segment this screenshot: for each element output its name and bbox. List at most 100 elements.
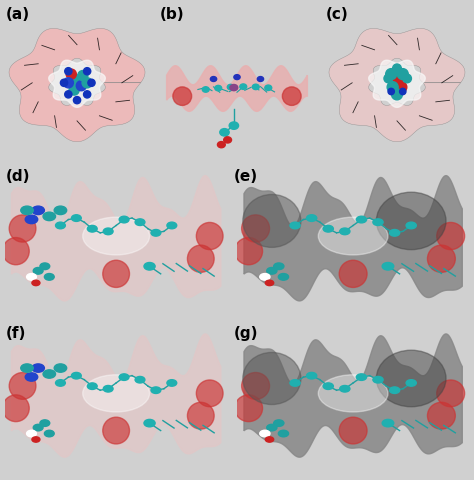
Circle shape: [392, 64, 401, 72]
Circle shape: [27, 430, 36, 437]
Ellipse shape: [187, 245, 214, 272]
Circle shape: [230, 84, 238, 91]
Text: (c): (c): [326, 7, 349, 22]
Ellipse shape: [428, 245, 456, 272]
Circle shape: [135, 376, 145, 383]
Circle shape: [83, 68, 91, 75]
Circle shape: [55, 222, 65, 229]
Polygon shape: [167, 66, 307, 111]
Circle shape: [32, 364, 45, 372]
Ellipse shape: [187, 402, 214, 429]
Circle shape: [267, 267, 277, 274]
Circle shape: [265, 85, 272, 91]
Ellipse shape: [437, 222, 465, 250]
Circle shape: [167, 380, 177, 386]
Ellipse shape: [173, 87, 191, 106]
Circle shape: [119, 374, 129, 381]
Circle shape: [78, 71, 88, 81]
Ellipse shape: [283, 87, 301, 106]
Circle shape: [167, 222, 177, 229]
Circle shape: [273, 263, 284, 270]
Text: (d): (d): [6, 169, 31, 184]
Circle shape: [257, 76, 264, 82]
Circle shape: [45, 430, 54, 437]
Circle shape: [260, 430, 270, 437]
Circle shape: [32, 280, 40, 286]
Circle shape: [65, 68, 72, 75]
Circle shape: [215, 85, 222, 91]
Ellipse shape: [103, 260, 129, 288]
Circle shape: [151, 229, 161, 236]
Polygon shape: [49, 60, 105, 108]
Circle shape: [87, 226, 97, 232]
Circle shape: [373, 219, 383, 226]
Ellipse shape: [196, 380, 223, 407]
Ellipse shape: [437, 380, 465, 407]
Ellipse shape: [9, 215, 36, 242]
Circle shape: [387, 82, 398, 93]
Circle shape: [278, 430, 289, 437]
Circle shape: [218, 142, 225, 148]
Circle shape: [382, 263, 394, 270]
Polygon shape: [244, 334, 462, 457]
Polygon shape: [11, 176, 221, 301]
Circle shape: [390, 387, 400, 394]
Circle shape: [76, 81, 86, 91]
Circle shape: [33, 267, 43, 274]
Circle shape: [43, 212, 55, 221]
Circle shape: [234, 74, 240, 80]
Circle shape: [82, 78, 92, 88]
Circle shape: [229, 122, 238, 129]
Circle shape: [32, 437, 40, 442]
PathPatch shape: [9, 28, 145, 142]
Ellipse shape: [376, 192, 446, 250]
Circle shape: [55, 380, 65, 386]
Circle shape: [87, 383, 97, 389]
Circle shape: [202, 87, 209, 92]
Circle shape: [356, 374, 366, 381]
Text: (e): (e): [234, 169, 258, 184]
Circle shape: [66, 69, 76, 79]
Circle shape: [265, 437, 273, 442]
Circle shape: [72, 215, 81, 221]
Circle shape: [88, 79, 95, 86]
Text: (g): (g): [234, 326, 258, 341]
Circle shape: [406, 380, 416, 386]
Circle shape: [228, 84, 234, 90]
Circle shape: [72, 75, 82, 85]
Ellipse shape: [243, 352, 301, 405]
Ellipse shape: [319, 375, 388, 412]
Ellipse shape: [82, 217, 149, 255]
Circle shape: [25, 373, 38, 381]
Ellipse shape: [235, 395, 263, 421]
Circle shape: [278, 274, 289, 280]
Text: (b): (b): [160, 7, 185, 22]
Circle shape: [400, 88, 406, 95]
Circle shape: [60, 79, 68, 86]
Circle shape: [144, 420, 155, 427]
Circle shape: [340, 228, 350, 235]
Circle shape: [290, 222, 300, 229]
Circle shape: [260, 274, 270, 280]
Circle shape: [403, 74, 411, 83]
Circle shape: [40, 420, 50, 426]
Circle shape: [396, 82, 407, 93]
Circle shape: [21, 206, 33, 215]
Circle shape: [43, 370, 55, 378]
Circle shape: [307, 215, 317, 221]
Polygon shape: [11, 334, 221, 457]
Circle shape: [392, 74, 402, 85]
Circle shape: [135, 219, 145, 226]
Circle shape: [21, 364, 33, 372]
Circle shape: [103, 228, 113, 235]
Ellipse shape: [339, 260, 367, 288]
Circle shape: [382, 420, 394, 427]
Text: (a): (a): [6, 7, 30, 22]
Circle shape: [220, 129, 229, 136]
Circle shape: [45, 274, 54, 280]
Circle shape: [307, 372, 317, 379]
Circle shape: [340, 385, 350, 392]
Circle shape: [323, 226, 333, 232]
Circle shape: [386, 69, 397, 80]
Circle shape: [406, 222, 416, 229]
